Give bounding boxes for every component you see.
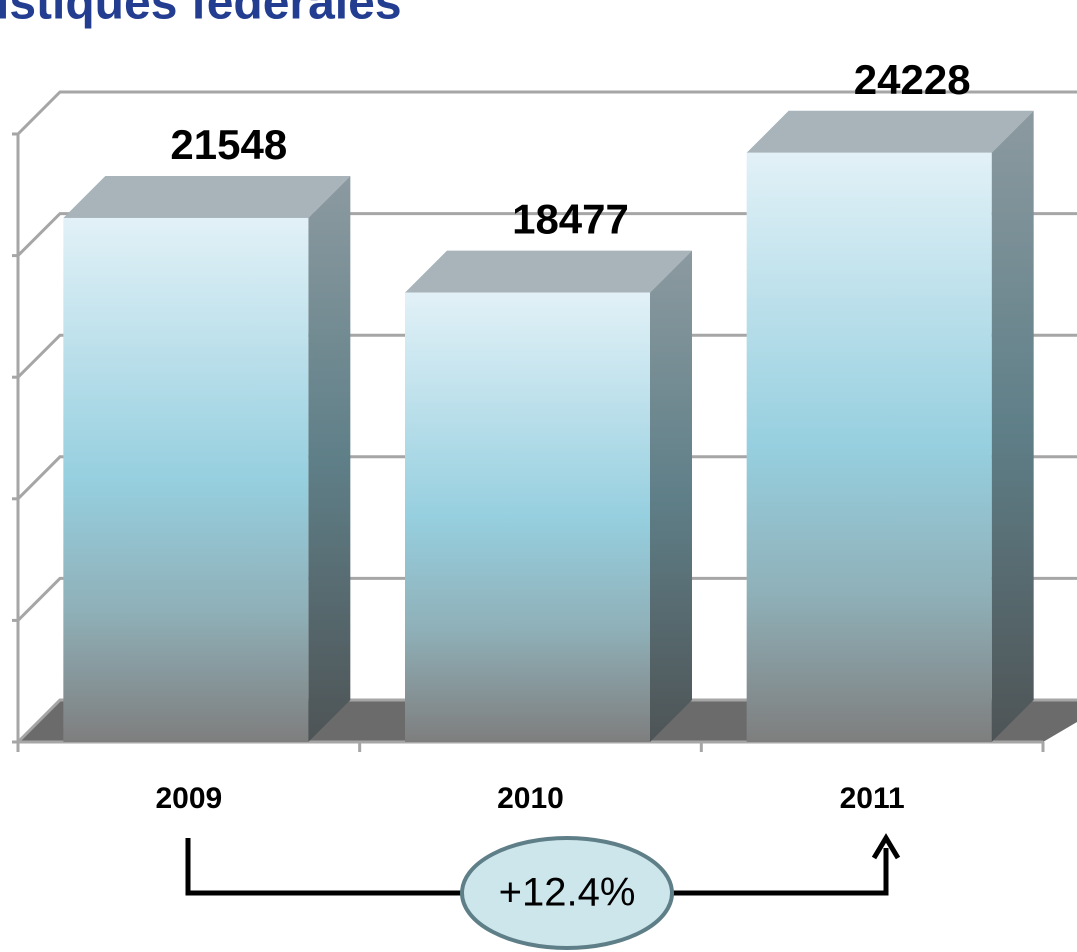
bar-top [63, 175, 351, 218]
bar-side [991, 110, 1034, 743]
bar [63, 217, 309, 742]
bar [405, 292, 650, 742]
grid-line [16, 455, 1077, 500]
bar-side [650, 250, 692, 743]
grid-line [16, 333, 1077, 379]
bar-top [405, 250, 692, 293]
bars [63, 110, 1034, 743]
x-tick-label: 2010 [497, 782, 564, 815]
value-label: 24228 [854, 56, 971, 103]
labels: 2009 21548 2010 18477 2011 24228 [155, 56, 970, 815]
value-label: 21548 [170, 121, 287, 168]
annotation-bubble [460, 836, 674, 950]
chart-title: istiques fédérales [0, 0, 402, 30]
grid-line [16, 576, 1077, 622]
x-tick-label: 2011 [840, 782, 905, 815]
bar [746, 152, 992, 743]
annotation: +12.4% [499, 871, 636, 915]
arrow-head [871, 833, 901, 860]
x-tick-label: 2009 [155, 782, 222, 815]
grid-line [16, 90, 1077, 136]
grid-line [16, 212, 1077, 257]
value-label: 18477 [512, 196, 629, 243]
grid-line [16, 698, 1077, 744]
bar-top [746, 110, 1034, 153]
bar-side [308, 175, 351, 742]
